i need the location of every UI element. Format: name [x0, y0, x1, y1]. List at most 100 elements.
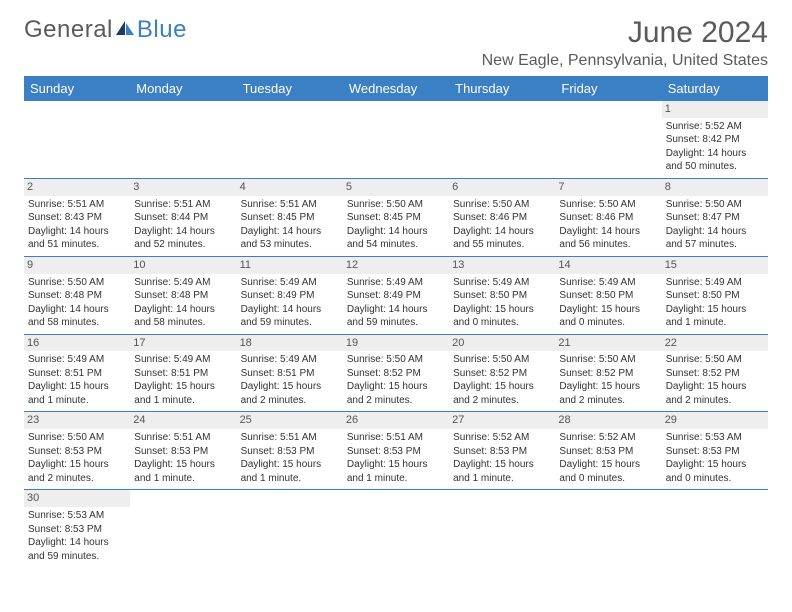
sunrise-text: Sunrise: 5:53 AM [28, 509, 126, 523]
day-cell: 22Sunrise: 5:50 AMSunset: 8:52 PMDayligh… [662, 334, 768, 412]
day-number: 25 [237, 412, 343, 429]
sunset-text: Sunset: 8:45 PM [347, 211, 445, 225]
empty-cell [24, 101, 130, 178]
sunrise-text: Sunrise: 5:50 AM [28, 431, 126, 445]
day-number: 11 [237, 257, 343, 274]
empty-cell [343, 490, 449, 567]
sunrise-text: Sunrise: 5:51 AM [241, 431, 339, 445]
sunset-text: Sunset: 8:51 PM [134, 367, 232, 381]
daylight-text: Daylight: 14 hours and 58 minutes. [28, 303, 126, 330]
sunset-text: Sunset: 8:53 PM [134, 445, 232, 459]
day-cell: 1Sunrise: 5:52 AMSunset: 8:42 PMDaylight… [662, 101, 768, 178]
daylight-text: Daylight: 14 hours and 50 minutes. [666, 147, 764, 174]
daylight-text: Daylight: 14 hours and 57 minutes. [666, 225, 764, 252]
daylight-text: Daylight: 15 hours and 2 minutes. [347, 380, 445, 407]
day-header-cell: Monday [130, 76, 236, 101]
sunset-text: Sunset: 8:45 PM [241, 211, 339, 225]
calendar-table: SundayMondayTuesdayWednesdayThursdayFrid… [24, 76, 768, 567]
sunrise-text: Sunrise: 5:49 AM [134, 353, 232, 367]
day-number: 29 [662, 412, 768, 429]
day-header-cell: Friday [555, 76, 661, 101]
day-header-cell: Thursday [449, 76, 555, 101]
day-cell: 8Sunrise: 5:50 AMSunset: 8:47 PMDaylight… [662, 178, 768, 256]
logo: General Blue [24, 16, 187, 44]
day-cell: 11Sunrise: 5:49 AMSunset: 8:49 PMDayligh… [237, 256, 343, 334]
sunrise-text: Sunrise: 5:49 AM [666, 276, 764, 290]
sunrise-text: Sunrise: 5:51 AM [134, 198, 232, 212]
sunrise-text: Sunrise: 5:49 AM [134, 276, 232, 290]
day-cell: 6Sunrise: 5:50 AMSunset: 8:46 PMDaylight… [449, 178, 555, 256]
day-cell: 17Sunrise: 5:49 AMSunset: 8:51 PMDayligh… [130, 334, 236, 412]
sail-icon [114, 16, 136, 44]
day-number: 26 [343, 412, 449, 429]
sunrise-text: Sunrise: 5:49 AM [241, 353, 339, 367]
day-cell: 29Sunrise: 5:53 AMSunset: 8:53 PMDayligh… [662, 412, 768, 490]
day-cell: 14Sunrise: 5:49 AMSunset: 8:50 PMDayligh… [555, 256, 661, 334]
sunrise-text: Sunrise: 5:51 AM [28, 198, 126, 212]
sunrise-text: Sunrise: 5:50 AM [347, 353, 445, 367]
day-number: 27 [449, 412, 555, 429]
sunrise-text: Sunrise: 5:51 AM [241, 198, 339, 212]
daylight-text: Daylight: 14 hours and 54 minutes. [347, 225, 445, 252]
day-cell: 3Sunrise: 5:51 AMSunset: 8:44 PMDaylight… [130, 178, 236, 256]
sunset-text: Sunset: 8:52 PM [347, 367, 445, 381]
sunset-text: Sunset: 8:43 PM [28, 211, 126, 225]
daylight-text: Daylight: 14 hours and 52 minutes. [134, 225, 232, 252]
day-cell: 21Sunrise: 5:50 AMSunset: 8:52 PMDayligh… [555, 334, 661, 412]
empty-cell [343, 101, 449, 178]
daylight-text: Daylight: 14 hours and 59 minutes. [241, 303, 339, 330]
day-number: 6 [449, 179, 555, 196]
daylight-text: Daylight: 15 hours and 2 minutes. [28, 458, 126, 485]
empty-cell [237, 101, 343, 178]
day-number: 8 [662, 179, 768, 196]
daylight-text: Daylight: 15 hours and 0 minutes. [453, 303, 551, 330]
sunset-text: Sunset: 8:53 PM [241, 445, 339, 459]
day-cell: 27Sunrise: 5:52 AMSunset: 8:53 PMDayligh… [449, 412, 555, 490]
page-header: General Blue June 2024 New Eagle, Pennsy… [24, 16, 768, 70]
sunset-text: Sunset: 8:47 PM [666, 211, 764, 225]
sunset-text: Sunset: 8:51 PM [241, 367, 339, 381]
empty-cell [449, 101, 555, 178]
sunrise-text: Sunrise: 5:49 AM [28, 353, 126, 367]
location-text: New Eagle, Pennsylvania, United States [482, 52, 768, 70]
sunrise-text: Sunrise: 5:50 AM [559, 198, 657, 212]
day-cell: 26Sunrise: 5:51 AMSunset: 8:53 PMDayligh… [343, 412, 449, 490]
sunrise-text: Sunrise: 5:50 AM [453, 353, 551, 367]
daylight-text: Daylight: 15 hours and 1 minute. [347, 458, 445, 485]
day-header-row: SundayMondayTuesdayWednesdayThursdayFrid… [24, 76, 768, 101]
day-cell: 24Sunrise: 5:51 AMSunset: 8:53 PMDayligh… [130, 412, 236, 490]
sunset-text: Sunset: 8:52 PM [559, 367, 657, 381]
sunrise-text: Sunrise: 5:49 AM [559, 276, 657, 290]
sunrise-text: Sunrise: 5:50 AM [559, 353, 657, 367]
daylight-text: Daylight: 15 hours and 2 minutes. [453, 380, 551, 407]
daylight-text: Daylight: 14 hours and 58 minutes. [134, 303, 232, 330]
sunset-text: Sunset: 8:52 PM [666, 367, 764, 381]
sunset-text: Sunset: 8:50 PM [666, 289, 764, 303]
daylight-text: Daylight: 14 hours and 53 minutes. [241, 225, 339, 252]
sunset-text: Sunset: 8:46 PM [453, 211, 551, 225]
logo-text-general: General [24, 16, 113, 44]
week-row: 1Sunrise: 5:52 AMSunset: 8:42 PMDaylight… [24, 101, 768, 178]
sunrise-text: Sunrise: 5:49 AM [347, 276, 445, 290]
sunrise-text: Sunrise: 5:50 AM [347, 198, 445, 212]
day-cell: 30Sunrise: 5:53 AMSunset: 8:53 PMDayligh… [24, 490, 130, 567]
daylight-text: Daylight: 15 hours and 1 minute. [134, 380, 232, 407]
day-number: 4 [237, 179, 343, 196]
day-number: 17 [130, 335, 236, 352]
day-cell: 15Sunrise: 5:49 AMSunset: 8:50 PMDayligh… [662, 256, 768, 334]
calendar-page: General Blue June 2024 New Eagle, Pennsy… [0, 0, 792, 583]
week-row: 23Sunrise: 5:50 AMSunset: 8:53 PMDayligh… [24, 412, 768, 490]
daylight-text: Daylight: 15 hours and 2 minutes. [241, 380, 339, 407]
month-title: June 2024 [482, 16, 768, 50]
daylight-text: Daylight: 14 hours and 59 minutes. [28, 536, 126, 563]
day-cell: 23Sunrise: 5:50 AMSunset: 8:53 PMDayligh… [24, 412, 130, 490]
day-number: 20 [449, 335, 555, 352]
sunrise-text: Sunrise: 5:52 AM [453, 431, 551, 445]
day-number: 24 [130, 412, 236, 429]
day-cell: 2Sunrise: 5:51 AMSunset: 8:43 PMDaylight… [24, 178, 130, 256]
sunset-text: Sunset: 8:48 PM [134, 289, 232, 303]
day-number: 12 [343, 257, 449, 274]
sunrise-text: Sunrise: 5:51 AM [134, 431, 232, 445]
sunset-text: Sunset: 8:53 PM [347, 445, 445, 459]
daylight-text: Daylight: 14 hours and 55 minutes. [453, 225, 551, 252]
